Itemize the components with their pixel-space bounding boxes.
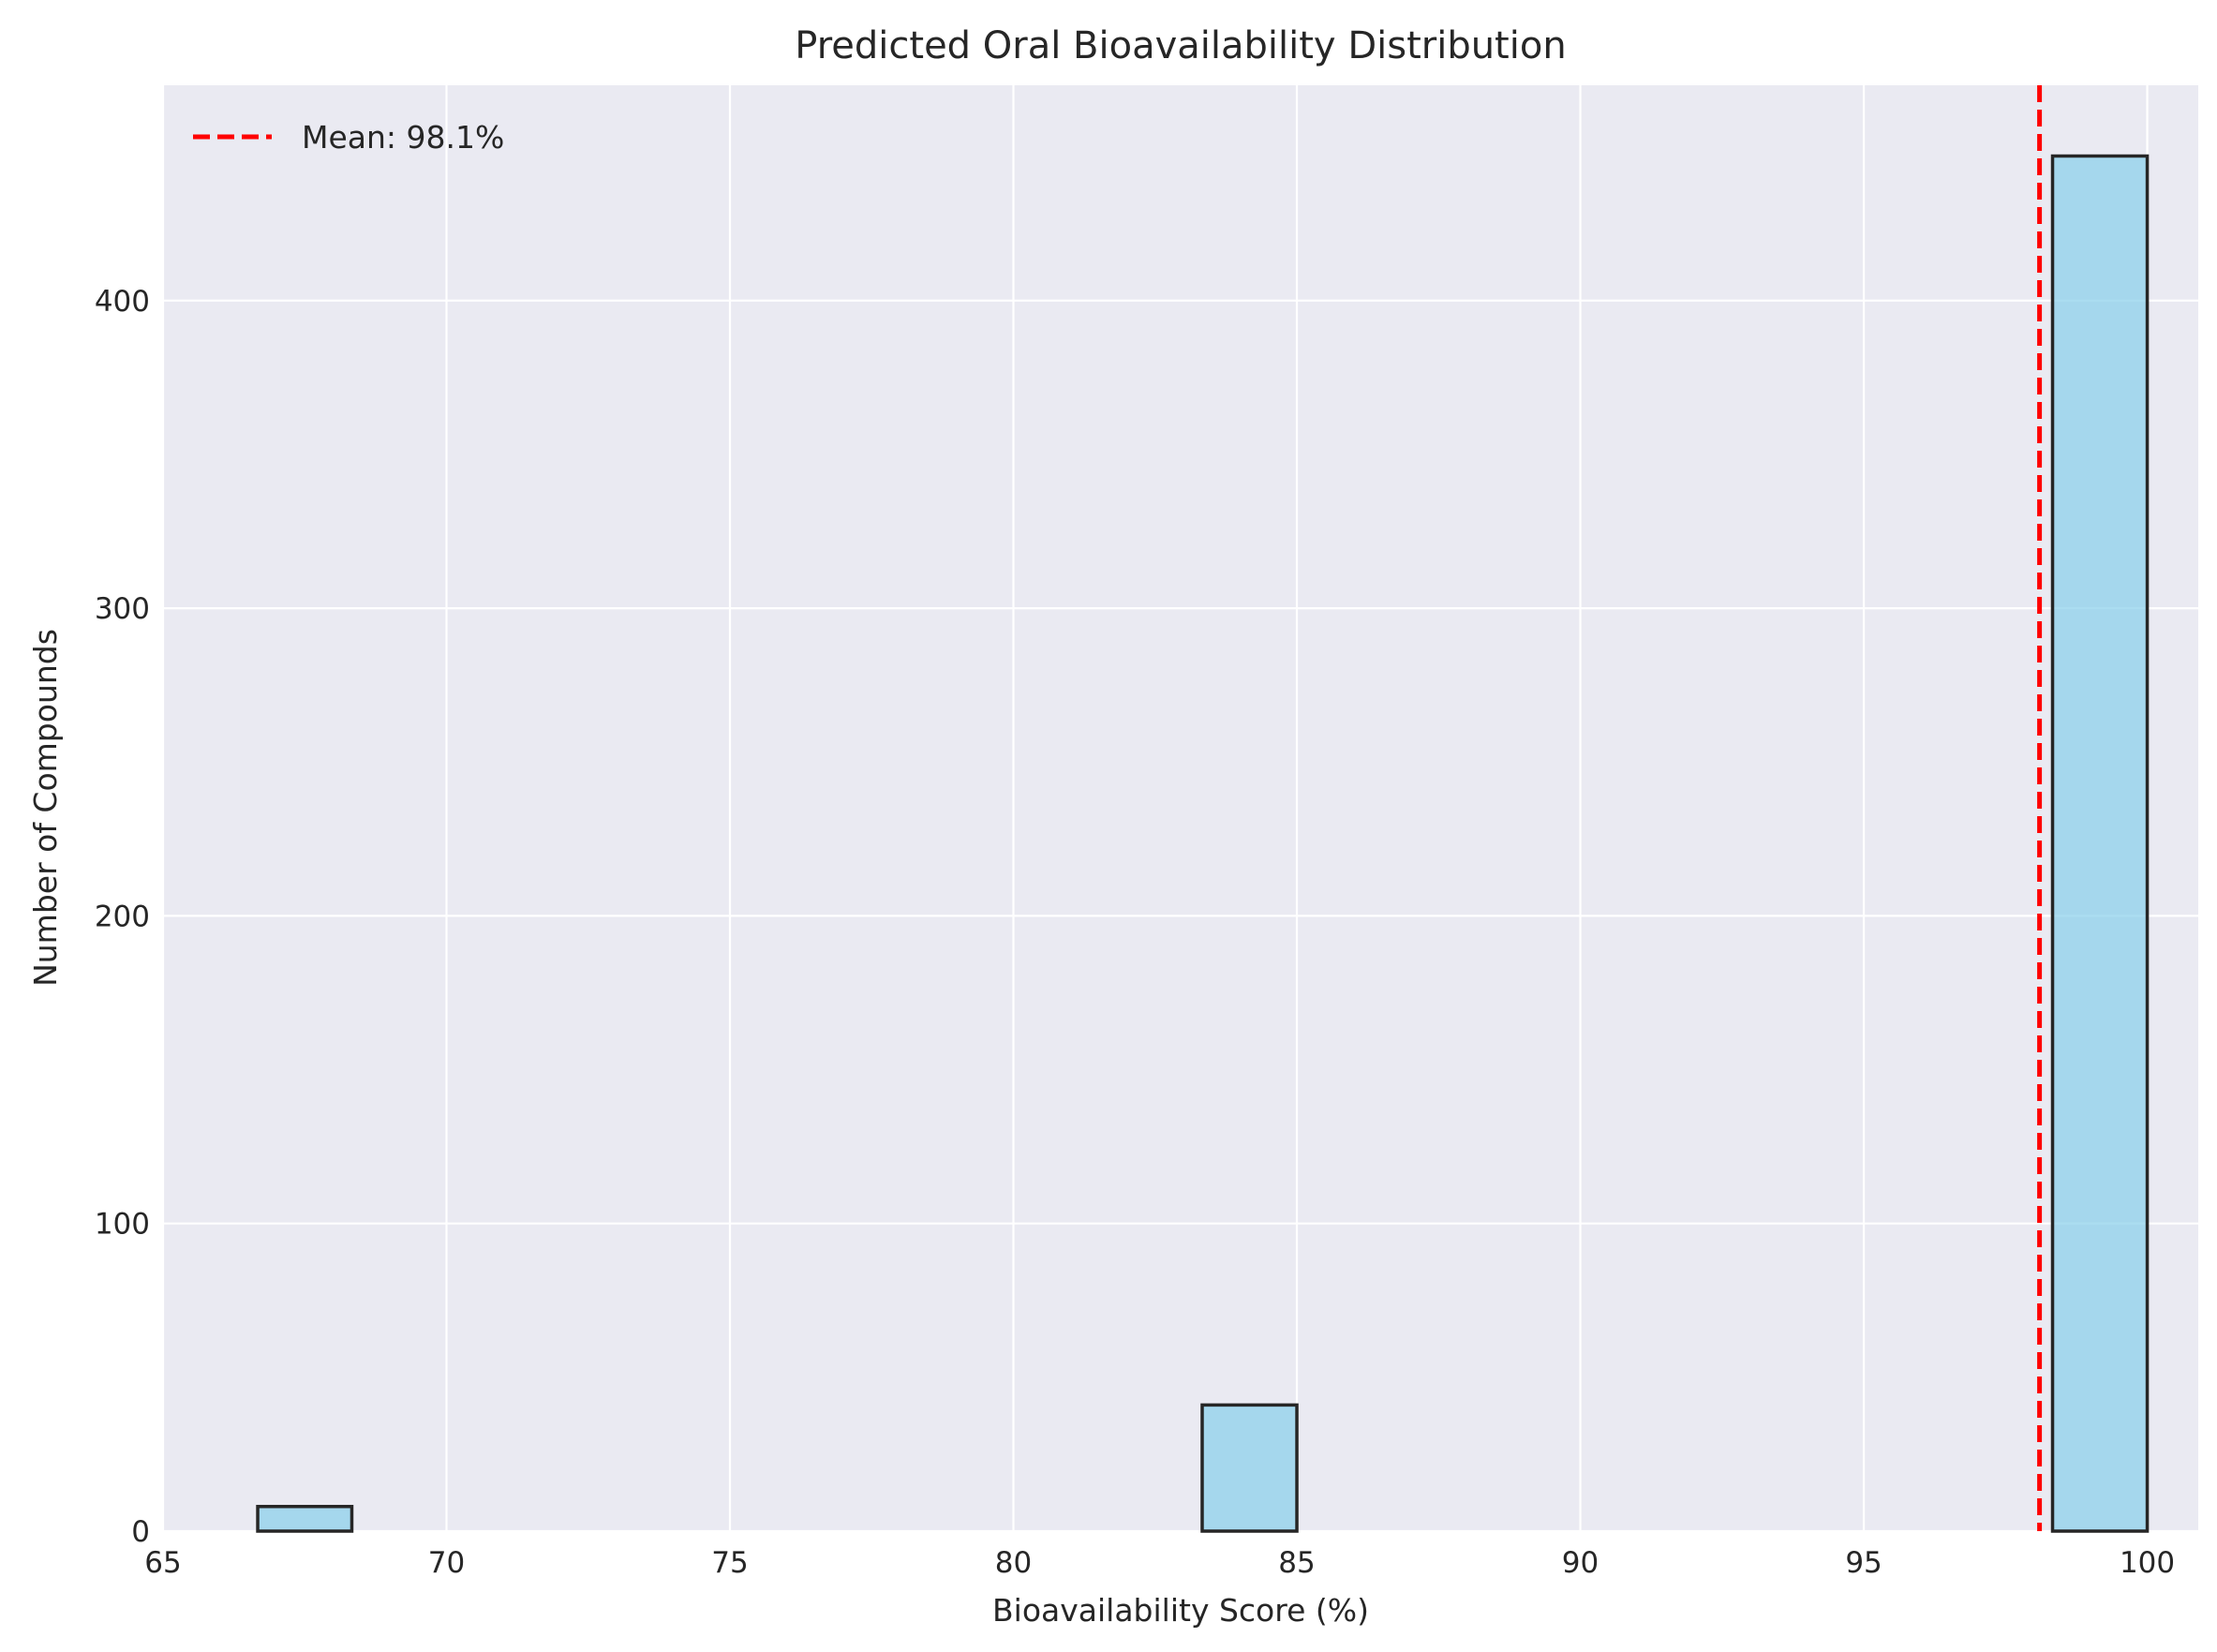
x-tick-label: 65	[144, 1546, 181, 1580]
y-tick-label: 400	[95, 285, 150, 319]
legend: Mean: 98.1%	[193, 119, 504, 156]
x-tick-label: 75	[711, 1546, 748, 1580]
x-axis-ticks: 65 70 75 80 85 90 95 100	[144, 1546, 2175, 1580]
x-tick-label: 85	[1278, 1546, 1315, 1580]
plot-background	[163, 85, 2198, 1531]
x-tick-label: 70	[428, 1546, 465, 1580]
grid-lines	[161, 85, 2198, 1533]
y-tick-label: 300	[95, 592, 150, 626]
y-tick-label: 200	[95, 900, 150, 933]
y-tick-label: 0	[131, 1515, 150, 1549]
x-tick-label: 80	[995, 1546, 1032, 1580]
y-tick-label: 100	[95, 1208, 150, 1242]
x-tick-label: 95	[1845, 1546, 1882, 1580]
histogram-bar	[256, 1504, 354, 1533]
histogram-bar	[2050, 154, 2150, 1533]
x-tick-label: 90	[1562, 1546, 1599, 1580]
y-axis-ticks: 0 100 200 300 400	[95, 285, 150, 1549]
x-tick-label: 100	[2120, 1546, 2175, 1580]
legend-mean-label: Mean: 98.1%	[302, 119, 504, 156]
histogram-bar	[1200, 1403, 1299, 1533]
x-axis-label: Bioavailability Score (%)	[992, 1592, 1369, 1629]
y-axis-label: Number of Compounds	[27, 629, 64, 987]
chart-title: Predicted Oral Bioavailability Distribut…	[795, 24, 1566, 67]
histogram-bars	[256, 154, 2150, 1533]
